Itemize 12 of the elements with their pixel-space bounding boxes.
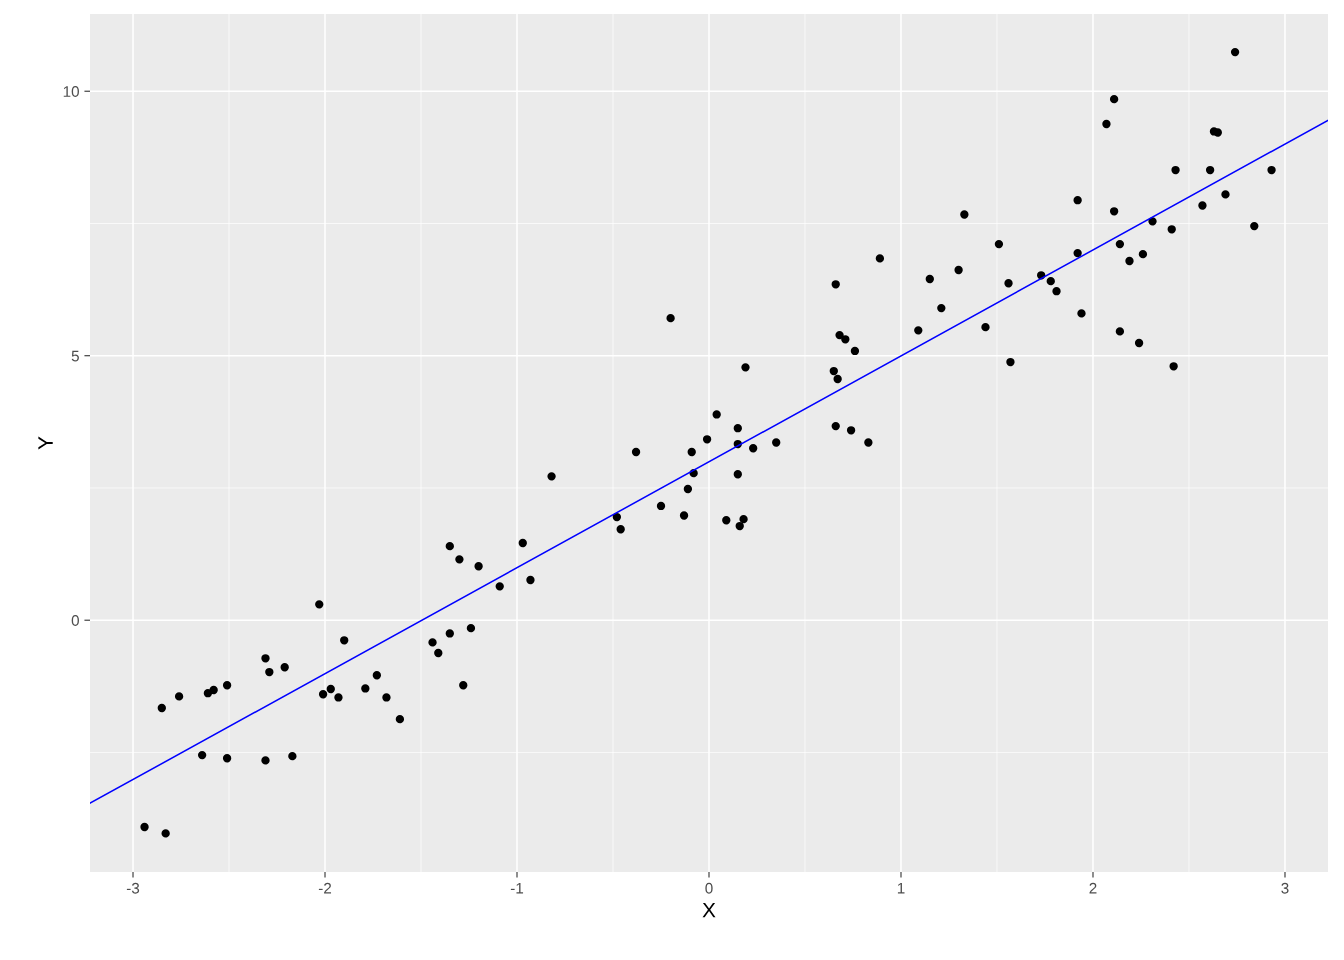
y-tick-label: 0 — [71, 615, 79, 626]
x-tick-label: 0 — [705, 882, 713, 894]
x-tick-label: 2 — [1089, 882, 1097, 894]
y-tick-label: 10 — [63, 86, 79, 97]
x-tick-label: -2 — [318, 882, 332, 894]
y-axis-title: Y — [38, 436, 53, 450]
x-tick-label: -1 — [510, 882, 524, 894]
x-axis-title: X — [702, 902, 716, 918]
x-tick-label: 3 — [1281, 882, 1289, 894]
x-tick-label: 1 — [897, 882, 905, 894]
x-tick-label: -3 — [126, 882, 140, 894]
y-tick-label: 5 — [71, 350, 79, 362]
